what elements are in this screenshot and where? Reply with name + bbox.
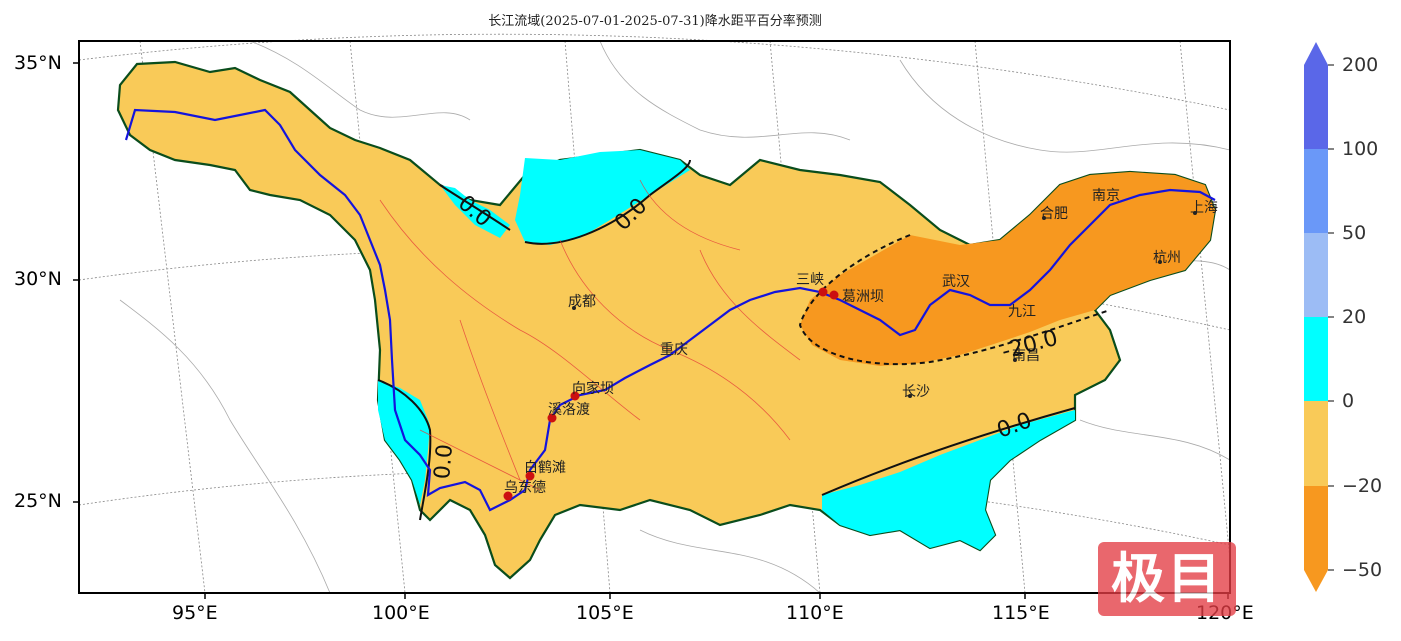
colorbar-bin-neg20 (1304, 486, 1328, 570)
lon-label-110: 110°E (786, 602, 844, 624)
lon-label-95: 95°E (172, 602, 218, 624)
city-dots (572, 211, 1197, 398)
colorbar-top-extend (1304, 42, 1328, 65)
wet-region-southwest (378, 380, 430, 505)
colorbar-label-neg20: −20 (1342, 475, 1383, 497)
map-frame-border (78, 40, 1231, 594)
city-label-xiluodu: 溪洛渡 (548, 402, 590, 418)
city-label-shanghai: 上海 (1190, 200, 1218, 216)
map-title: 长江流域(2025-07-01-2025-07-31)降水距平百分率预测 (488, 14, 822, 29)
city-label-sanxia: 三峡 (796, 272, 824, 288)
city-label-wudongde: 乌东德 (504, 480, 546, 496)
colorbar-bin-20 (1304, 317, 1328, 401)
wet-region-northwest (440, 185, 510, 238)
lat-label-30: 30°N (14, 268, 62, 290)
sub-basin-borders (379, 179, 801, 491)
city-label-chengdu: 成都 (568, 294, 596, 310)
lat-label-25: 25°N (14, 490, 62, 512)
city-label-xiangjiaba: 向家坝 (572, 380, 614, 397)
colorbar (1304, 42, 1334, 592)
colorbar-label-50: 50 (1342, 222, 1367, 244)
contour-label-southwest: 0.0 (430, 443, 458, 480)
colorbar-bin-100 (1304, 149, 1328, 233)
city-label-changsha: 长沙 (902, 384, 930, 400)
city-label-hangzhou: 杭州 (1153, 250, 1181, 266)
lat-label-35: 35°N (14, 52, 62, 74)
colorbar-label-neg50: −50 (1342, 559, 1383, 581)
lon-label-100: 100°E (372, 602, 430, 624)
watermark-logo: 极目 (1098, 542, 1236, 616)
yangtze-river (124, 108, 1216, 512)
colorbar-bin-200 (1304, 65, 1328, 149)
colorbar-label-0: 0 (1342, 390, 1355, 412)
city-label-gezhouba: 葛洲坝 (842, 289, 884, 305)
city-label-wuhan: 武汉 (942, 274, 970, 290)
city-label-hefei: 合肥 (1040, 206, 1068, 222)
city-label-baihetan: 白鹤滩 (524, 460, 566, 476)
station-markers (503, 287, 839, 501)
colorbar-label-20: 20 (1342, 306, 1367, 328)
colorbar-bottom-extend (1304, 570, 1328, 592)
dry-anomaly-region (800, 172, 1215, 366)
contour-lines (377, 159, 1111, 521)
colorbar-bin-0 (1304, 401, 1328, 486)
city-label-nanchang: 南昌 (1012, 348, 1040, 364)
city-label-jiujiang: 九江 (1008, 304, 1036, 320)
lon-label-105: 105°E (576, 602, 634, 624)
wet-region-south (822, 410, 1075, 550)
colorbar-label-200: 200 (1342, 54, 1379, 76)
colorbar-label-100: 100 (1342, 138, 1379, 160)
colorbar-bin-50 (1304, 233, 1328, 317)
city-label-nanjing: 南京 (1092, 188, 1120, 204)
province-outlines (119, 40, 1231, 594)
wet-region-north (515, 150, 690, 245)
lon-label-115: 115°E (992, 602, 1050, 624)
city-label-chongqing: 重庆 (660, 342, 688, 358)
